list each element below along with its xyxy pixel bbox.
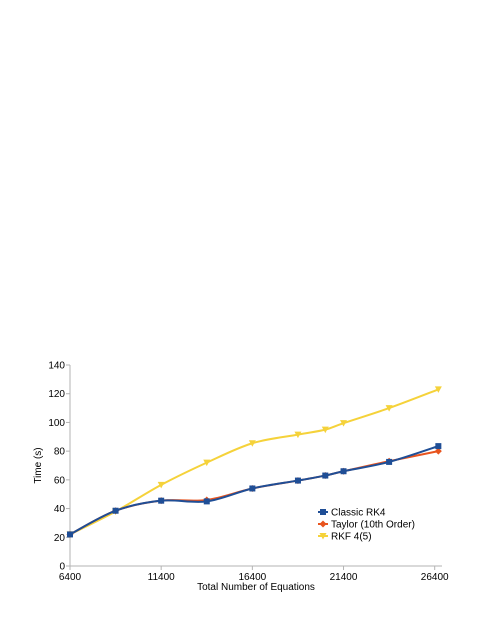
data-point: [249, 485, 256, 492]
data-point: [203, 459, 211, 467]
legend-item: Taylor (10th Order): [318, 520, 415, 531]
data-point: [340, 468, 347, 475]
legend-swatch-marker: [319, 533, 327, 540]
legend-label: Classic RK4: [331, 508, 386, 519]
data-point: [248, 440, 256, 447]
y-tick-label: 140: [48, 361, 65, 372]
data-point: [434, 386, 442, 393]
legend-item: Classic RK4: [318, 508, 386, 519]
y-tick-label: 100: [48, 418, 65, 429]
y-tick-label: 0: [59, 562, 65, 573]
data-point: [321, 426, 329, 434]
data-point: [158, 497, 165, 504]
legend-swatch-marker: [320, 509, 326, 515]
y-tick-label: 40: [54, 504, 66, 515]
series-line: [69, 445, 439, 536]
data-point: [294, 431, 302, 439]
data-point: [322, 472, 329, 479]
chart-axes: 0 20 40 60 80 100 120 140 6400 11400 16400 21400 264…: [48, 361, 449, 584]
data-point: [340, 420, 348, 427]
data-point: [112, 507, 119, 514]
y-tick-label: 60: [54, 475, 66, 486]
legend-swatch-marker: [319, 520, 327, 528]
y-axis-title: Time (s): [33, 447, 44, 483]
data-point: [67, 531, 73, 538]
x-tick-label: 26400: [421, 572, 449, 583]
x-axis-title: Total Number of Equations: [197, 582, 315, 593]
y-tick-label: 120: [48, 389, 65, 400]
series-classic-rk4: [67, 443, 442, 538]
data-point: [203, 498, 210, 505]
data-point: [434, 447, 442, 455]
data-point: [386, 458, 393, 465]
x-tick-label: 6400: [59, 572, 82, 583]
series-line: [69, 388, 439, 536]
legend-item: RKF 4(5): [318, 532, 372, 543]
y-tick-label: 80: [54, 447, 66, 458]
data-point: [157, 481, 165, 489]
x-tick-label: 16400: [238, 572, 266, 583]
series-layer: [66, 386, 442, 538]
x-tick-label: 11400: [148, 572, 176, 583]
data-point: [294, 477, 301, 484]
data-point: [385, 405, 393, 412]
legend-label: Taylor (10th Order): [331, 520, 415, 531]
data-point: [435, 443, 442, 450]
legend-label: RKF 4(5): [331, 532, 372, 543]
x-tick-label: 21400: [330, 572, 358, 583]
y-tick-label: 20: [54, 533, 66, 544]
